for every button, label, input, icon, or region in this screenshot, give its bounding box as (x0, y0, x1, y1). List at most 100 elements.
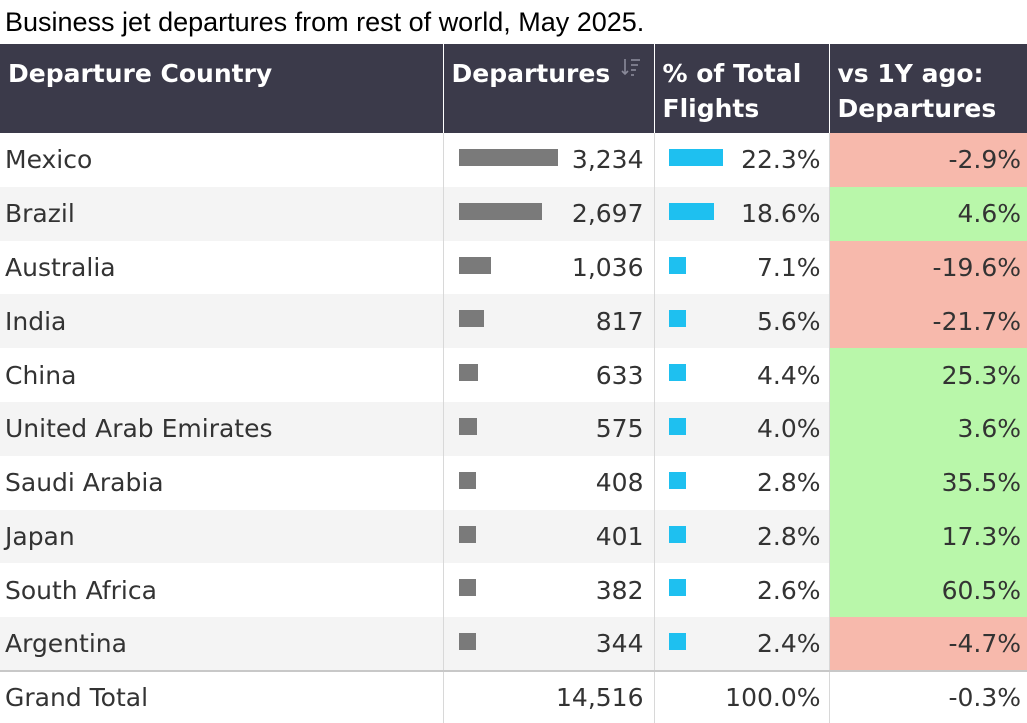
pct-total-cell: 22.3% (654, 133, 830, 187)
header-vs-1y[interactable]: vs 1Y ago: Departures (829, 44, 1027, 133)
change-cell: -19.6% (829, 240, 1027, 295)
pct-total-value: 7.1% (756, 252, 821, 282)
table-row: United Arab Emirates 575 4.0% 3.6% (0, 401, 1027, 456)
change-cell: 25.3% (829, 348, 1027, 402)
share-bar (668, 525, 686, 543)
country-cell: Brazil (0, 186, 444, 241)
table-row: South Africa 382 2.6% 60.5% (0, 563, 1027, 618)
pct-total-cell: 5.6% (654, 294, 830, 349)
change-cell: 4.6% (829, 186, 1027, 241)
country-cell: Saudi Arabia (0, 455, 444, 510)
departures-value: 1,036 (571, 252, 644, 282)
departures-cell: 401 (443, 509, 655, 564)
sort-descending-icon[interactable] (620, 56, 642, 78)
pct-total-cell: 2.8% (654, 509, 830, 564)
header-country[interactable]: Departure Country (0, 44, 444, 133)
grand-total-departures: 14,516 (443, 669, 655, 723)
pct-total-value: 4.4% (756, 360, 821, 390)
departures-bar (458, 364, 478, 382)
pct-total-cell: 4.0% (654, 401, 830, 456)
header-departures[interactable]: Departures (443, 44, 655, 133)
departures-value: 408 (595, 468, 644, 498)
table-row: India 817 5.6% -21.7% (0, 294, 1027, 349)
departures-cell: 817 (443, 294, 655, 349)
departures-cell: 575 (443, 401, 655, 456)
country-cell: Mexico (0, 133, 444, 187)
departures-cell: 344 (443, 617, 655, 671)
departures-value: 575 (595, 414, 644, 444)
departures-value: 344 (595, 629, 644, 659)
table-row: Mexico 3,234 22.3% -2.9% (0, 133, 1027, 187)
share-bar (668, 310, 686, 328)
country-cell: Argentina (0, 617, 444, 671)
table-row: Saudi Arabia 408 2.8% 35.5% (0, 455, 1027, 510)
country-cell: South Africa (0, 563, 444, 618)
pct-total-cell: 18.6% (654, 186, 830, 241)
share-bar (668, 633, 686, 651)
share-bar (668, 256, 686, 274)
departures-cell: 2,697 (443, 186, 655, 241)
chart-title: Business jet departures from rest of wor… (5, 7, 645, 37)
departures-table: Departure Country Departures % of Total … (0, 44, 1027, 723)
departures-bar (458, 525, 476, 543)
departures-value: 817 (595, 306, 644, 336)
pct-total-value: 22.3% (741, 145, 821, 175)
country-cell: China (0, 348, 444, 402)
departures-bar (458, 471, 476, 489)
departures-bar (458, 633, 476, 651)
change-cell: 3.6% (829, 401, 1027, 456)
change-cell: 17.3% (829, 509, 1027, 564)
pct-total-cell: 2.6% (654, 563, 830, 618)
table-body: Mexico 3,234 22.3% -2.9% Brazil 2,697 18.6% 4.6… (0, 133, 1027, 671)
departures-bar (458, 202, 542, 220)
departures-cell: 3,234 (443, 133, 655, 187)
table-row: Brazil 2,697 18.6% 4.6% (0, 186, 1027, 241)
share-bar (668, 149, 723, 166)
pct-total-value: 2.4% (756, 629, 821, 659)
pct-total-value: 2.6% (756, 575, 821, 605)
pct-total-cell: 2.4% (654, 617, 830, 671)
grand-total-pct: 100.0% (654, 669, 830, 723)
change-cell: -21.7% (829, 294, 1027, 349)
change-cell: -4.7% (829, 617, 1027, 671)
departures-bar (458, 256, 491, 274)
share-bar (668, 364, 686, 382)
country-cell: Japan (0, 509, 444, 564)
change-cell: 60.5% (829, 563, 1027, 618)
departures-bar (458, 149, 558, 166)
departures-value: 2,697 (571, 199, 644, 229)
header-row: Departure Country Departures % of Total … (0, 44, 1027, 133)
departures-cell: 382 (443, 563, 655, 618)
pct-total-cell: 7.1% (654, 240, 830, 295)
share-bar (668, 471, 686, 489)
departures-bar (458, 417, 477, 435)
header-departures-label: Departures (451, 59, 611, 88)
grand-total-change: -0.3% (829, 669, 1027, 723)
share-bar (668, 202, 714, 220)
country-cell: Australia (0, 240, 444, 295)
pct-total-cell: 2.8% (654, 455, 830, 510)
grand-total-row: Grand Total 14,516 100.0% -0.3% (0, 669, 1027, 723)
pct-total-value: 18.6% (741, 199, 821, 229)
table-row: Argentina 344 2.4% -4.7% (0, 617, 1027, 671)
pct-total-cell: 4.4% (654, 348, 830, 402)
table-row: Australia 1,036 7.1% -19.6% (0, 240, 1027, 295)
departures-cell: 633 (443, 348, 655, 402)
departures-value: 382 (595, 575, 644, 605)
table-row: China 633 4.4% 25.3% (0, 348, 1027, 402)
change-cell: -2.9% (829, 133, 1027, 187)
header-pct-total[interactable]: % of Total Flights (654, 44, 830, 133)
change-cell: 35.5% (829, 455, 1027, 510)
share-bar (668, 579, 686, 597)
share-bar (668, 417, 686, 435)
departures-bar (458, 310, 484, 328)
pct-total-value: 4.0% (756, 414, 821, 444)
departures-value: 633 (595, 360, 644, 390)
departures-cell: 408 (443, 455, 655, 510)
pct-total-value: 2.8% (756, 468, 821, 498)
departures-bar (458, 579, 476, 597)
departures-cell: 1,036 (443, 240, 655, 295)
country-cell: United Arab Emirates (0, 401, 444, 456)
pct-total-value: 5.6% (756, 306, 821, 336)
grand-total-label: Grand Total (0, 669, 444, 723)
